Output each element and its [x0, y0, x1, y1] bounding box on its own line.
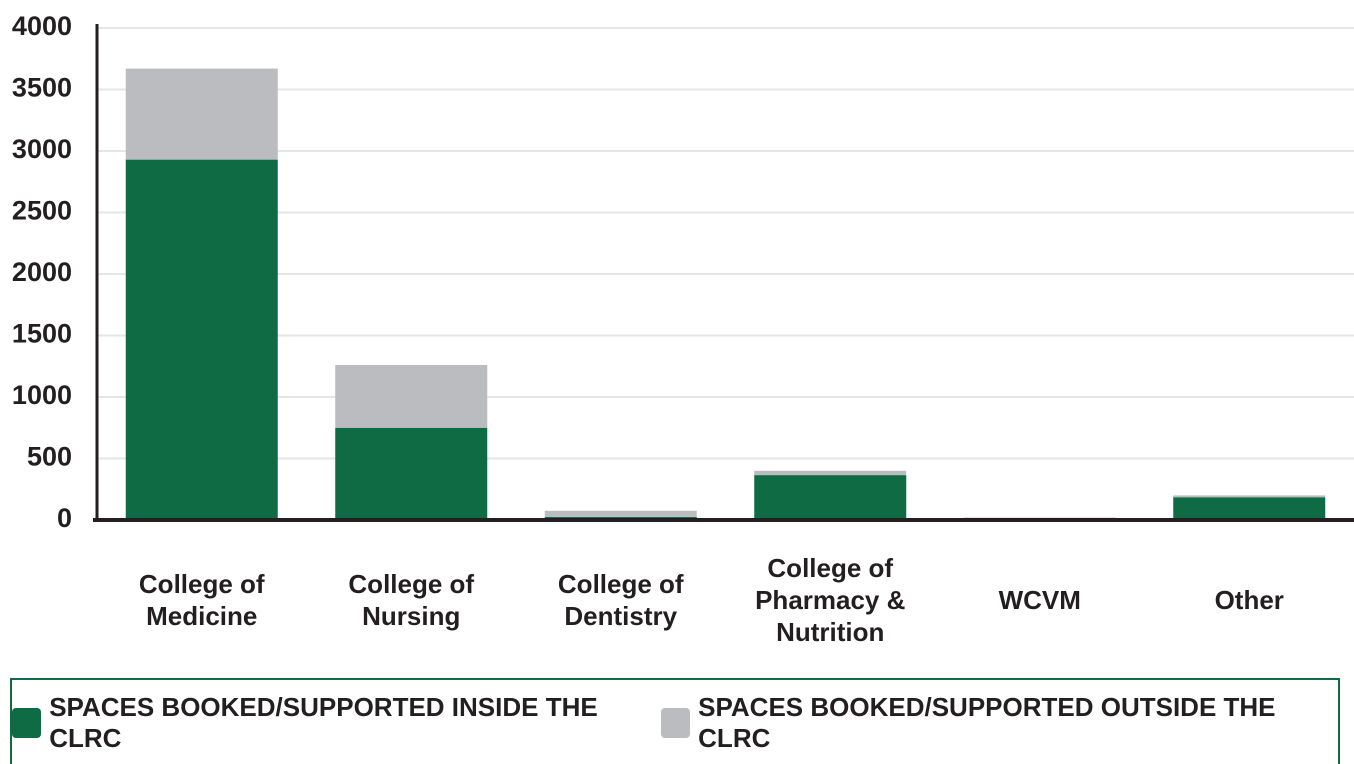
- bar-segment: [125, 68, 278, 160]
- legend-item: SPACES BOOKED/SUPPORTED INSIDE THE CLRC: [12, 692, 661, 754]
- legend: SPACES BOOKED/SUPPORTED INSIDE THE CLRC S…: [10, 678, 1340, 764]
- y-tick-label: 3000: [12, 134, 72, 164]
- y-tick-label: 1500: [12, 319, 72, 349]
- x-tick-label: Other: [1214, 585, 1284, 615]
- y-tick-label: 3500: [12, 73, 72, 103]
- bar-segment: [963, 517, 1116, 519]
- y-tick-label: 500: [27, 442, 72, 472]
- legend-label: SPACES BOOKED/SUPPORTED OUTSIDE THE CLRC: [698, 692, 1276, 753]
- y-tick-label: 1000: [12, 380, 72, 410]
- bar-segment: [1173, 495, 1326, 498]
- bar-segment: [335, 365, 488, 428]
- bar-segment: [754, 475, 907, 520]
- y-tick-label: 2000: [12, 257, 72, 287]
- y-tick-label: 0: [57, 503, 72, 533]
- x-tick-label: College of Pharmacy & Nutrition: [755, 553, 906, 647]
- y-tick-label: 2500: [12, 196, 72, 226]
- bar-segment: [544, 510, 697, 517]
- legend-item: SPACES BOOKED/SUPPORTED OUTSIDE THE CLRC: [660, 692, 1338, 754]
- legend-swatch: [12, 708, 42, 738]
- bar-segment: [125, 159, 278, 521]
- bar-segment: [1173, 497, 1326, 520]
- x-tick-label: College of Medicine: [138, 569, 265, 631]
- x-tick-label: College of Dentistry: [557, 569, 684, 631]
- bar-segment: [754, 470, 907, 476]
- y-tick-label: 4000: [12, 11, 72, 41]
- bar-segment: [335, 427, 488, 520]
- x-tick-label: College of Nursing: [348, 569, 475, 631]
- legend-swatch: [660, 708, 691, 738]
- x-tick-label: WCVM: [998, 585, 1081, 615]
- legend-label: SPACES BOOKED/SUPPORTED INSIDE THE CLRC: [49, 692, 598, 753]
